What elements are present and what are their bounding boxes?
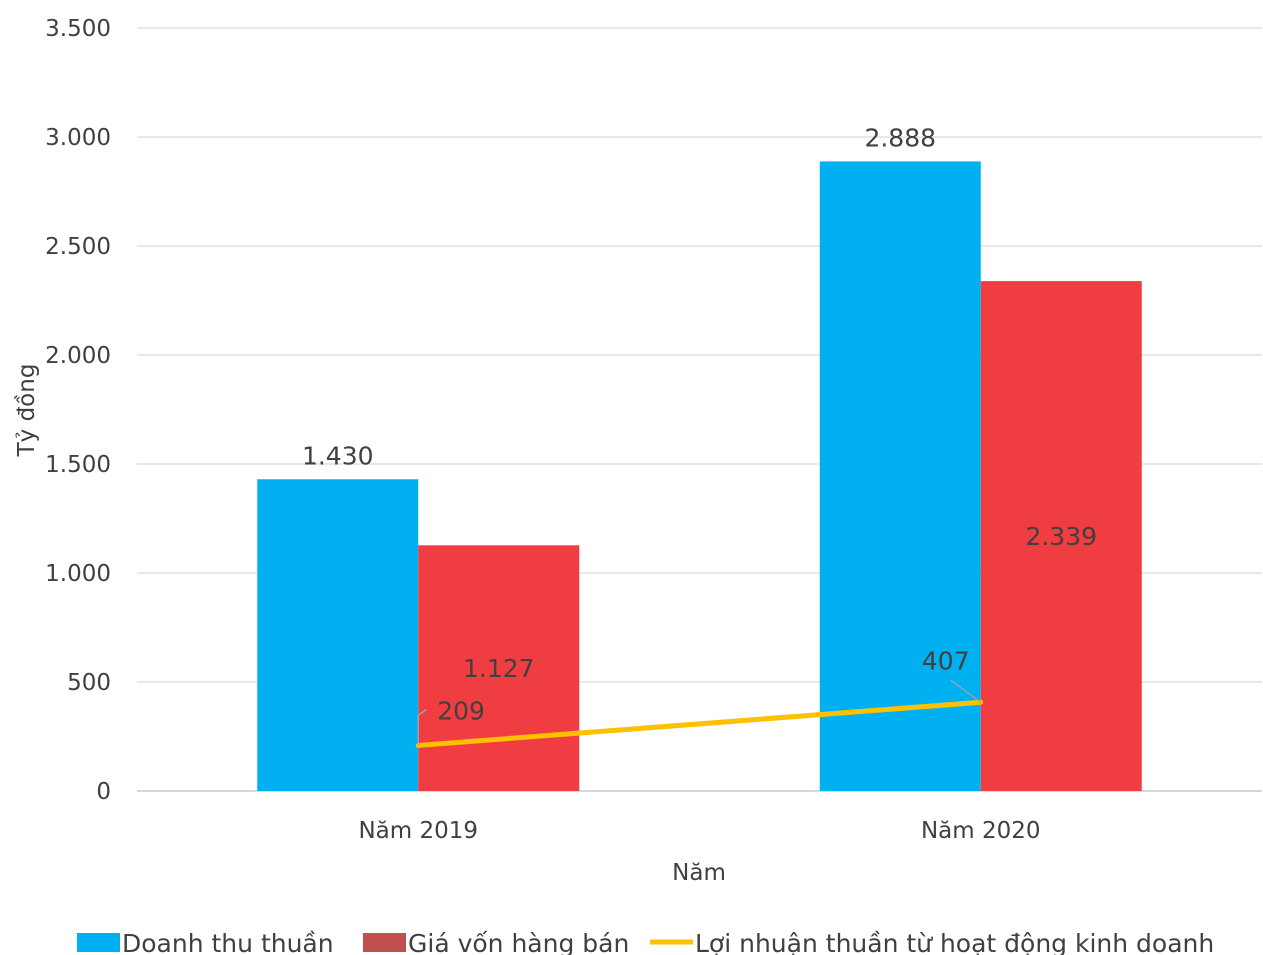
legend-label: Giá vốn hàng bán: [408, 929, 629, 955]
x-category-label: Năm 2019: [358, 818, 478, 844]
leader-line: [417, 708, 427, 746]
x-category-label: Năm 2020: [921, 818, 1041, 844]
y-tick-label: 3.000: [45, 125, 111, 151]
x-axis-title: Năm: [672, 860, 726, 886]
line-data-label: 407: [922, 646, 970, 675]
bar-0-0: [257, 479, 419, 791]
y-tick-label: 500: [67, 670, 111, 696]
legend-swatch: [363, 933, 406, 952]
x-axis-categories: Năm 2019 Năm 2020: [358, 818, 1040, 844]
bar-data-label: 1.127: [463, 654, 535, 683]
leader-line: [950, 679, 982, 703]
bar-1-1: [980, 281, 1142, 791]
y-tick-label: 2.000: [45, 343, 111, 369]
profit-line: [415, 699, 984, 748]
y-tick-label: 3.500: [45, 16, 111, 42]
y-tick-label: 1.000: [45, 561, 111, 587]
bar-0-1: [819, 161, 981, 791]
legend: Doanh thu thuần Giá vốn hàng bán Lợi nhuận…: [77, 929, 1214, 955]
profit-line-path: [415, 699, 984, 748]
bars: [257, 161, 1142, 791]
legend-swatch: [77, 933, 120, 952]
y-tick-label: 2.500: [45, 234, 111, 260]
bar-data-label: 2.339: [1025, 522, 1097, 551]
bar-data-label: 1.430: [302, 441, 374, 470]
y-axis-ticks: 0 500 1.000 1.500 2.000 2.500 3.000 3.500: [45, 16, 111, 805]
y-tick-label: 1.500: [45, 452, 111, 478]
data-labels: 1.430 1.127 2.888 2.339 209 407: [302, 123, 1097, 746]
bar-1-0: [418, 545, 580, 791]
bar-data-label: 2.888: [864, 123, 936, 152]
y-tick-label: 0: [96, 779, 111, 805]
legend-label: Doanh thu thuần: [122, 929, 334, 955]
y-axis-title: Tỷ đồng: [14, 364, 40, 458]
legend-label: Lợi nhuận thuần từ hoạt động kinh doanh: [695, 929, 1214, 955]
line-data-label: 209: [437, 696, 485, 725]
